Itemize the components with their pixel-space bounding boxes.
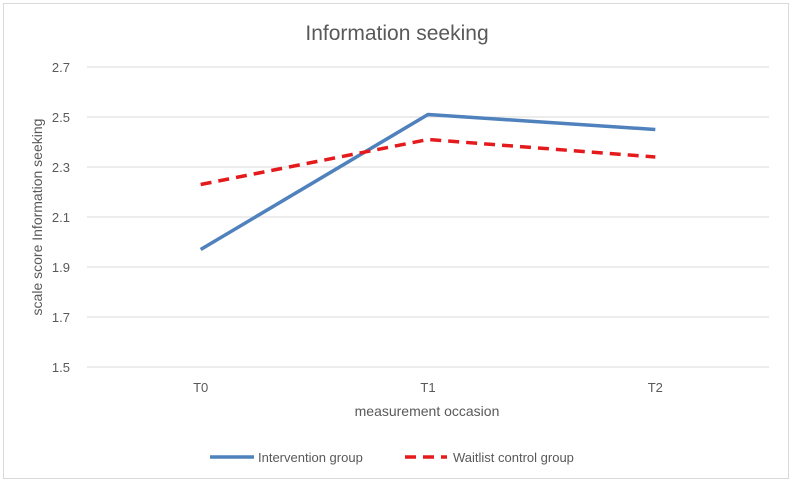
x-tick-label: T2 <box>648 380 663 395</box>
y-axis-label: scale score Information seeking <box>29 119 45 316</box>
x-axis-ticks: T0 T1 T2 <box>193 380 663 395</box>
series-line-intervention <box>199 112 656 252</box>
legend-label-waitlist: Waitlist control group <box>453 450 574 465</box>
chart-frame <box>3 3 789 479</box>
x-axis-label: measurement occasion <box>355 403 500 419</box>
y-axis-ticks: 2.7 2.5 2.3 2.1 1.9 1.7 1.5 <box>52 60 70 375</box>
legend-item-waitlist: Waitlist control group <box>405 450 574 465</box>
y-tick-label: 2.3 <box>52 160 70 175</box>
x-tick-label: T1 <box>420 380 435 395</box>
y-tick-label: 2.1 <box>52 210 70 225</box>
gridlines <box>87 66 769 368</box>
legend-label-intervention: Intervention group <box>258 450 363 465</box>
y-tick-label: 2.7 <box>52 60 70 75</box>
series-line-waitlist <box>200 137 656 187</box>
y-tick-label: 2.5 <box>52 110 70 125</box>
legend: Intervention group Waitlist control grou… <box>210 450 574 465</box>
series-lines <box>199 112 656 252</box>
legend-item-intervention: Intervention group <box>210 450 363 465</box>
y-tick-label: 1.7 <box>52 310 70 325</box>
x-tick-label: T0 <box>193 380 208 395</box>
y-tick-label: 1.9 <box>52 260 70 275</box>
y-tick-label: 1.5 <box>52 360 70 375</box>
chart-title: Information seeking <box>305 22 488 45</box>
